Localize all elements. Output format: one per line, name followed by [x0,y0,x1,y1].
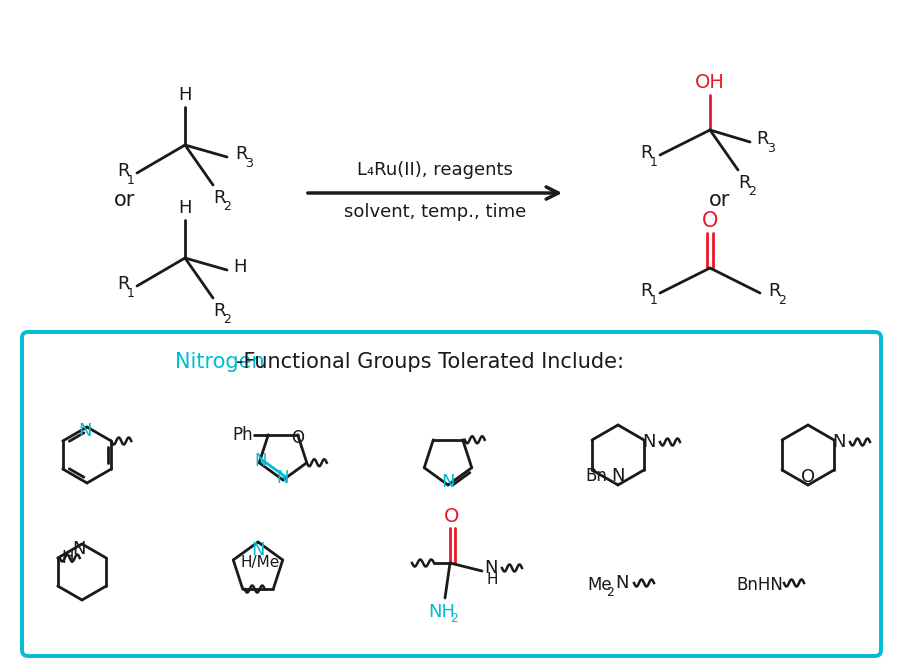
Text: N: N [251,541,265,559]
Text: OH: OH [695,72,725,92]
Text: 1: 1 [650,155,658,169]
Text: N: N [611,467,624,485]
Text: O: O [801,468,815,486]
Text: H: H [62,549,74,567]
Text: N: N [277,469,289,487]
Text: -Functional Groups Tolerated Include:: -Functional Groups Tolerated Include: [236,352,624,372]
Text: or: or [114,190,136,210]
Text: R: R [640,144,652,162]
Text: R: R [235,145,247,163]
Text: R: R [640,282,652,300]
Text: R: R [117,162,129,180]
Text: N: N [642,433,656,451]
Text: R: R [738,174,751,192]
Text: R: R [117,275,129,293]
Text: or: or [709,190,731,210]
Text: R: R [213,302,225,320]
Text: 2: 2 [606,585,614,599]
Text: O: O [702,211,718,231]
Text: 2: 2 [748,185,756,197]
Text: R: R [768,282,780,300]
Text: Ph: Ph [232,425,252,444]
Text: H: H [178,86,192,104]
Text: R: R [757,130,769,148]
Text: 2: 2 [223,312,231,326]
Text: O: O [291,429,305,447]
Text: 1: 1 [127,173,135,187]
Text: 2: 2 [778,294,786,306]
Text: H: H [233,258,247,276]
Text: N: N [441,473,455,491]
Text: O: O [444,508,460,527]
Text: 2: 2 [450,613,458,626]
Text: 3: 3 [767,142,775,155]
Text: N: N [615,574,629,592]
Text: Bn: Bn [585,467,607,485]
Text: N: N [484,559,497,577]
Text: N: N [78,422,92,440]
Text: R: R [213,189,225,207]
Text: 2: 2 [223,199,231,213]
Text: Me: Me [587,576,613,594]
Text: Nitrogen: Nitrogen [175,352,265,372]
Text: L₄Ru(II), reagents: L₄Ru(II), reagents [357,161,513,179]
Text: 1: 1 [650,294,658,306]
Text: 1: 1 [127,286,135,300]
Text: H: H [487,573,497,587]
Text: solvent, temp., time: solvent, temp., time [344,203,526,221]
Text: N: N [254,452,267,470]
Text: NH: NH [429,603,456,621]
Text: H/Me: H/Me [241,555,279,569]
Text: N: N [72,540,86,558]
Text: BnHN: BnHN [736,576,784,594]
Text: 3: 3 [245,157,253,169]
Text: N: N [833,433,846,451]
FancyBboxPatch shape [22,332,881,656]
Text: H: H [178,199,192,217]
